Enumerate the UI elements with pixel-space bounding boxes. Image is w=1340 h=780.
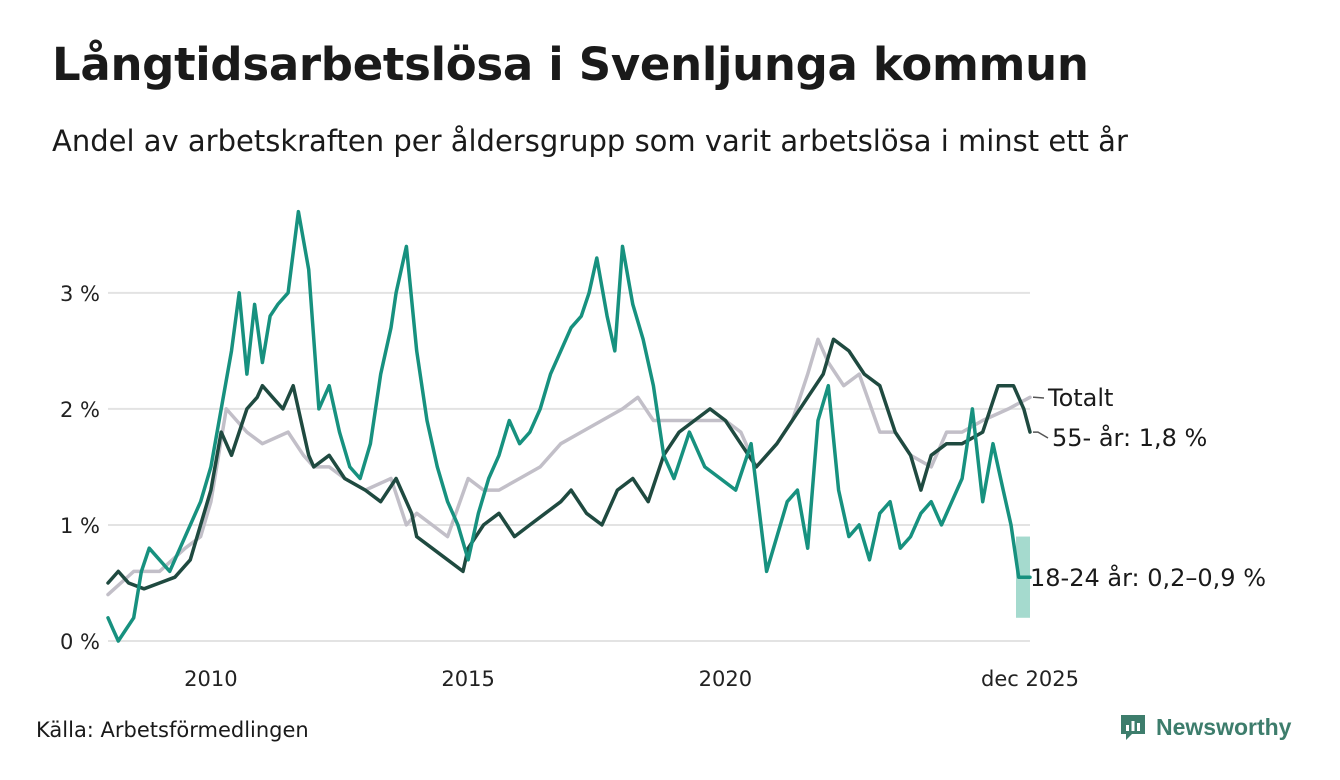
x-tick-label: dec 2025 xyxy=(981,667,1079,691)
series-end-label: 18-24 år: 0,2–0,9 % xyxy=(1030,563,1266,592)
page-title: Långtidsarbetslösa i Svenljunga kommun xyxy=(52,38,1089,91)
label-leader-line xyxy=(1033,396,1045,399)
grid-lines xyxy=(108,291,1030,642)
brand-name: Newsworthy xyxy=(1156,713,1292,740)
line-chart: Totalt 55- år: 1,8 % 18-24 år: 0,2–0,9 % 0… xyxy=(60,209,1266,691)
page-subtitle: Andel av arbetskraften per åldersgrupp s… xyxy=(52,124,1128,158)
label-leader-line xyxy=(1033,431,1049,439)
brand-logo[interactable]: Newsworthy xyxy=(1118,712,1291,742)
y-tick-label: 1 % xyxy=(60,514,100,538)
series-lines xyxy=(106,209,1032,643)
series-line-18-24-r xyxy=(106,209,1032,643)
x-tick-label: 2015 xyxy=(441,667,494,691)
x-tick-label: 2010 xyxy=(184,667,237,691)
y-tick-label: 0 % xyxy=(60,630,100,654)
newsworthy-logo-icon xyxy=(1121,715,1145,740)
series-labels: Totalt 55- år: 1,8 % 18-24 år: 0,2–0,9 % xyxy=(1030,384,1266,592)
x-tick-label: 2020 xyxy=(699,667,752,691)
source-note: Källa: Arbetsförmedlingen xyxy=(36,718,309,742)
axis-labels: 0 % 1 % 2 % 3 % 2010 2015 2020 dec 2025 xyxy=(60,282,1079,691)
y-tick-label: 2 % xyxy=(60,398,100,422)
series-line-totalt xyxy=(106,337,1032,597)
series-end-label: Totalt xyxy=(1047,384,1113,412)
series-line-55-r xyxy=(106,337,1032,591)
y-tick-label: 3 % xyxy=(60,282,100,306)
series-end-label: 55- år: 1,8 % xyxy=(1052,423,1207,452)
